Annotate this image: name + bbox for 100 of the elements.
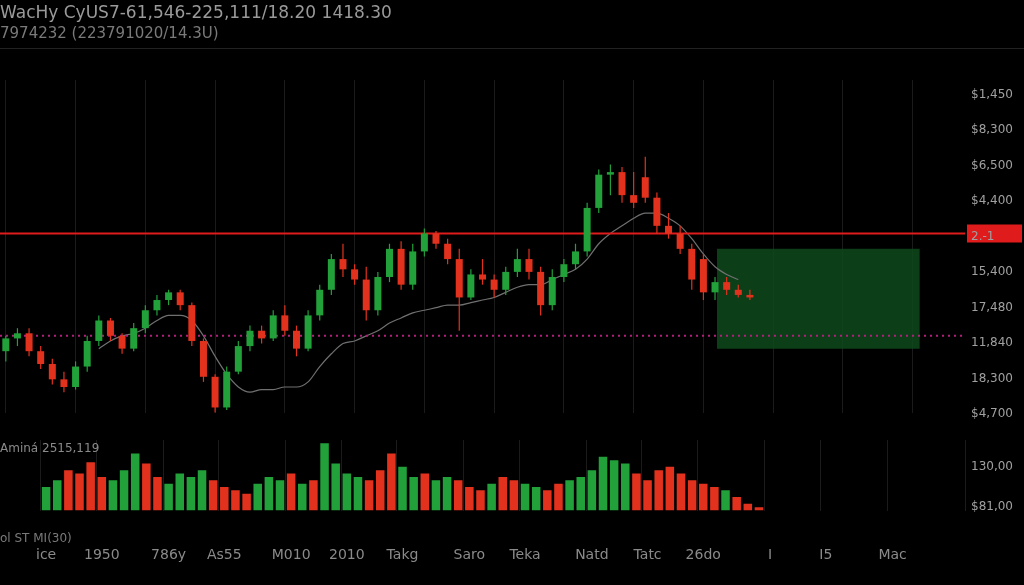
bar [52,480,62,511]
candlestick [118,332,126,355]
candlestick [246,325,254,352]
candlestick [479,258,486,286]
candlestick [292,325,300,357]
x-tick-label: 786y [151,545,187,562]
candlestick [106,317,114,342]
bar [710,487,719,511]
bar [231,490,240,511]
candlestick [60,371,68,393]
x-tick-label: Natd [575,545,609,562]
text: 17,480 [971,299,1013,314]
bar [498,476,508,511]
bar [197,470,207,511]
bar [676,473,686,511]
x-tick-label: As55 [206,545,242,562]
candlestick [618,166,626,204]
bar [687,480,697,511]
bar [175,473,185,511]
bar [153,476,162,511]
bar [654,470,663,511]
bar [309,480,318,511]
candlestick [176,289,184,311]
x-tick-label: Teka [508,545,541,562]
candlestick [444,238,452,265]
candlestick [2,335,10,363]
x-tick-label: Takg [385,545,419,562]
bar [264,476,274,511]
bar [398,466,407,511]
bar [476,490,485,511]
candlestick [72,360,80,391]
candlestick [37,345,45,370]
x-tick-label: Saro [453,545,486,562]
bar [598,456,608,511]
candlestick [25,327,33,357]
bar [64,470,73,511]
candlestick [502,266,510,296]
bar [253,483,262,511]
x-tick-label: 26do [685,545,721,562]
bar [643,480,652,511]
text: 11,840 [971,335,1013,350]
bar [342,473,352,511]
bar [208,480,218,511]
bar [576,476,585,511]
bar [320,443,329,511]
bar [186,476,196,511]
x-tick-label: I5 [819,545,833,562]
bar [487,483,496,511]
candlestick [95,314,103,347]
bar [621,463,630,511]
candlestick [711,276,719,301]
bar [732,497,741,511]
bar [142,463,151,511]
candlestick [420,227,428,258]
text: 15,400 [971,264,1013,279]
bar [531,487,541,511]
x-tick-label: ice [36,545,57,562]
bar [298,483,307,511]
candlestick [630,171,638,209]
text: 18,300 [971,370,1013,385]
bar [364,480,374,511]
bar [632,473,641,511]
x-tick-label: Mac [878,545,907,562]
text: $81,00 [971,499,1013,513]
candlestick [572,243,580,270]
x-tick-label: 1950 [83,545,120,562]
bar [220,487,229,511]
candlestick [641,156,649,204]
bar [665,466,675,511]
bar [130,453,140,511]
text: $8,300 [971,122,1013,137]
bar [520,483,530,511]
candlestick [281,304,289,337]
bar [587,470,597,511]
candlestick [141,304,149,334]
bar [409,476,418,511]
bar [242,493,251,511]
candlestick [339,243,347,278]
x-tick-label: Tatc [632,545,662,562]
bar [431,480,441,511]
bar [86,462,95,511]
bar [41,487,51,511]
bar [119,470,129,511]
text: $6,500 [971,157,1013,172]
bar [554,483,563,511]
candlestick [351,263,359,286]
candlestick [525,248,533,281]
candlestick [606,163,614,196]
bar [543,490,552,511]
bar [465,487,474,511]
candlestick [48,358,56,386]
bar [286,473,296,511]
bar [97,476,107,511]
x-tick-label: 2010 [329,545,365,562]
bar [442,476,452,511]
chart-title: Aminá 2515,119 [0,441,100,455]
bar [698,483,708,511]
bar [509,480,519,511]
chart-title: WacHy CyUS7-61,546-225,111/18.20 1418.30 [0,2,392,22]
bar [353,476,363,511]
